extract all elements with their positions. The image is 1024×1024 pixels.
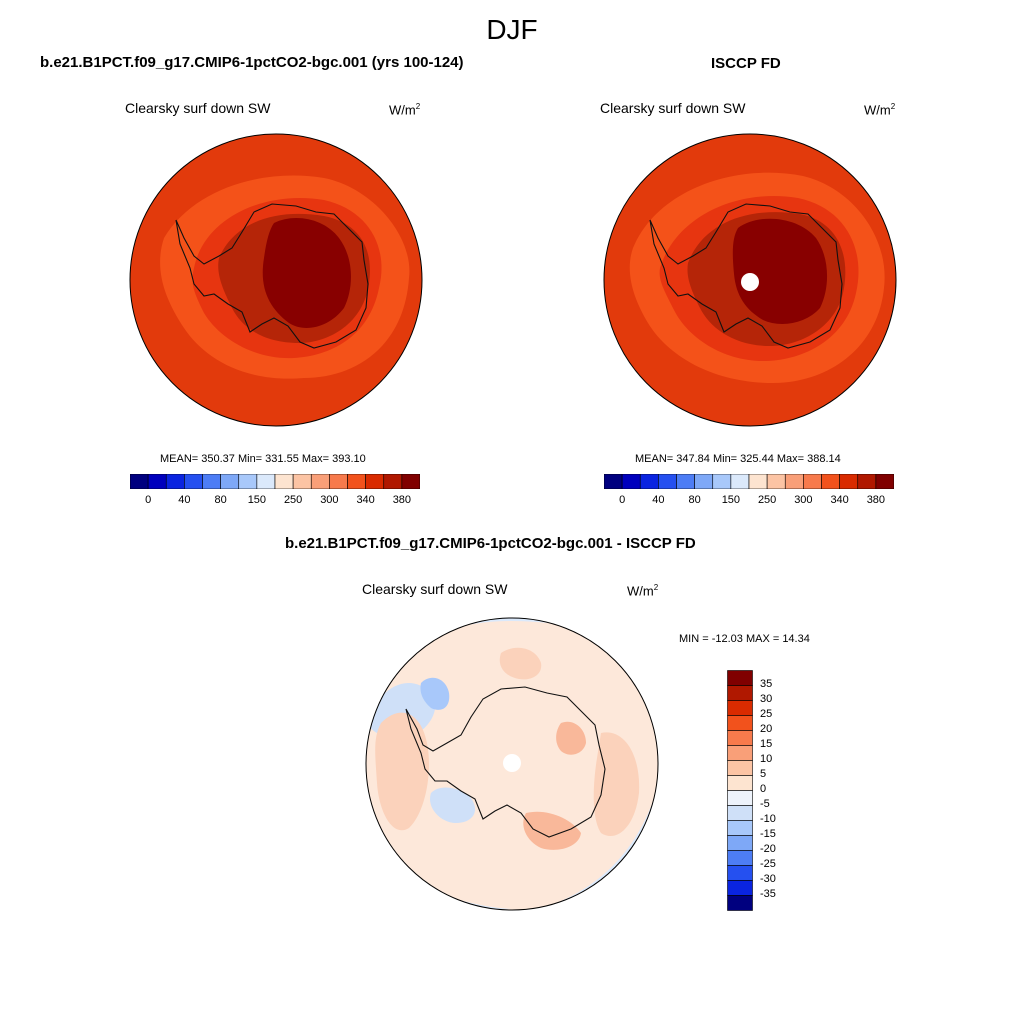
colorbar-swatch (130, 474, 149, 489)
colorbar-tick-label: 80 (688, 494, 701, 506)
colorbar-swatch (383, 474, 403, 489)
colorbar-swatch (766, 474, 786, 489)
colorbar-swatch (365, 474, 385, 489)
diff-colorbar (727, 670, 753, 911)
colorbar-tick-label: 380 (866, 494, 886, 506)
colorbar-swatch (727, 805, 753, 821)
colorbar-swatch (875, 474, 894, 489)
panel1-variable-label: Clearsky surf down SW (125, 100, 271, 116)
diff-stats: MIN = -12.03 MAX = 14.34 (679, 633, 810, 645)
colorbar-swatch (727, 835, 753, 851)
colorbar-swatch (748, 474, 768, 489)
colorbar-tick-label: 20 (760, 723, 773, 735)
colorbar-tick-label: -25 (760, 858, 776, 870)
colorbar-tick-label: 40 (178, 494, 191, 506)
colorbar-tick-label: -30 (760, 873, 776, 885)
panel1-colorbar (130, 474, 420, 489)
colorbar-tick-label: -15 (760, 828, 776, 840)
colorbar-swatch (727, 685, 753, 701)
colorbar-swatch (220, 474, 240, 489)
colorbar-swatch (727, 850, 753, 866)
colorbar-swatch (727, 865, 753, 881)
panel1-map (129, 133, 423, 427)
colorbar-swatch (727, 775, 753, 791)
colorbar-tick-label: 300 (320, 494, 339, 506)
colorbar-swatch (727, 670, 753, 686)
figure-title: DJF (486, 14, 538, 45)
colorbar-tick-label: 0 (145, 494, 152, 506)
colorbar-tick-label: 5 (760, 768, 767, 780)
colorbar-swatch (202, 474, 221, 489)
panel2-stats: MEAN= 347.84 Min= 325.44 Max= 388.14 (635, 453, 841, 465)
colorbar-swatch (784, 474, 804, 489)
colorbar-swatch (256, 474, 276, 489)
colorbar-swatch (274, 474, 294, 489)
colorbar-tick-label: 10 (760, 753, 773, 765)
colorbar-swatch (730, 474, 750, 489)
colorbar-swatch (803, 474, 822, 489)
colorbar-tick-label: 40 (652, 494, 665, 506)
colorbar-tick-label: 150 (247, 494, 267, 506)
colorbar-tick-label: -5 (760, 798, 770, 810)
diff-variable-label: Clearsky surf down SW (362, 581, 508, 597)
colorbar-swatch (727, 745, 753, 761)
colorbar-swatch (694, 474, 714, 489)
colorbar-tick-label: 340 (356, 494, 375, 506)
colorbar-tick-label: 250 (757, 494, 777, 506)
colorbar-swatch (639, 474, 659, 489)
colorbar-swatch (604, 474, 623, 489)
colorbar-swatch (727, 820, 753, 836)
colorbar-tick-label: 25 (760, 708, 773, 720)
colorbar-swatch (238, 474, 258, 489)
colorbar-tick-label: 15 (760, 738, 773, 750)
colorbar-tick-label: 340 (830, 494, 849, 506)
colorbar-swatch (147, 474, 167, 489)
panel1-stats: MEAN= 350.37 Min= 331.55 Max= 393.10 (160, 453, 366, 465)
panel2-units-label: W/m2 (864, 102, 896, 118)
colorbar-tick-label: 380 (392, 494, 412, 506)
panel2-variable-label: Clearsky surf down SW (600, 100, 746, 116)
panel2-colorbar (604, 474, 894, 489)
colorbar-tick-label: 250 (283, 494, 303, 506)
colorbar-swatch (292, 474, 312, 489)
colorbar-swatch (727, 700, 753, 716)
diff-map (365, 617, 659, 911)
colorbar-swatch (727, 895, 753, 911)
colorbar-swatch (727, 730, 753, 746)
colorbar-swatch (310, 474, 330, 489)
colorbar-tick-label: 150 (721, 494, 741, 506)
panel1-title: b.e21.B1PCT.f09_g17.CMIP6-1pctCO2-bgc.00… (40, 54, 464, 71)
colorbar-swatch (821, 474, 840, 489)
colorbar-tick-label: -20 (760, 843, 776, 855)
panel2-title: ISCCP FD (711, 55, 781, 72)
colorbar-swatch (727, 760, 753, 776)
colorbar-swatch (712, 474, 732, 489)
colorbar-swatch (727, 790, 753, 806)
colorbar-swatch (184, 474, 203, 489)
colorbar-tick-label: 0 (619, 494, 626, 506)
colorbar-swatch (676, 474, 695, 489)
colorbar-swatch (329, 474, 348, 489)
colorbar-tick-label: 0 (760, 783, 767, 795)
diff-panel-title: b.e21.B1PCT.f09_g17.CMIP6-1pctCO2-bgc.00… (285, 535, 696, 552)
colorbar-swatch (658, 474, 677, 489)
colorbar-tick-label: -35 (760, 888, 776, 900)
colorbar-swatch (347, 474, 366, 489)
colorbar-tick-label: 300 (794, 494, 813, 506)
colorbar-swatch (839, 474, 859, 489)
colorbar-swatch (727, 880, 753, 896)
colorbar-tick-label: 35 (760, 678, 773, 690)
panel2-map (603, 133, 897, 427)
colorbar-tick-label: 80 (214, 494, 227, 506)
colorbar-swatch (401, 474, 420, 489)
panel1-units-label: W/m2 (389, 102, 421, 118)
colorbar-swatch (621, 474, 641, 489)
colorbar-tick-label: -10 (760, 813, 776, 825)
colorbar-swatch (727, 715, 753, 731)
colorbar-tick-label: 30 (760, 693, 773, 705)
colorbar-swatch (165, 474, 185, 489)
colorbar-swatch (857, 474, 877, 489)
diff-units-label: W/m2 (627, 583, 659, 599)
